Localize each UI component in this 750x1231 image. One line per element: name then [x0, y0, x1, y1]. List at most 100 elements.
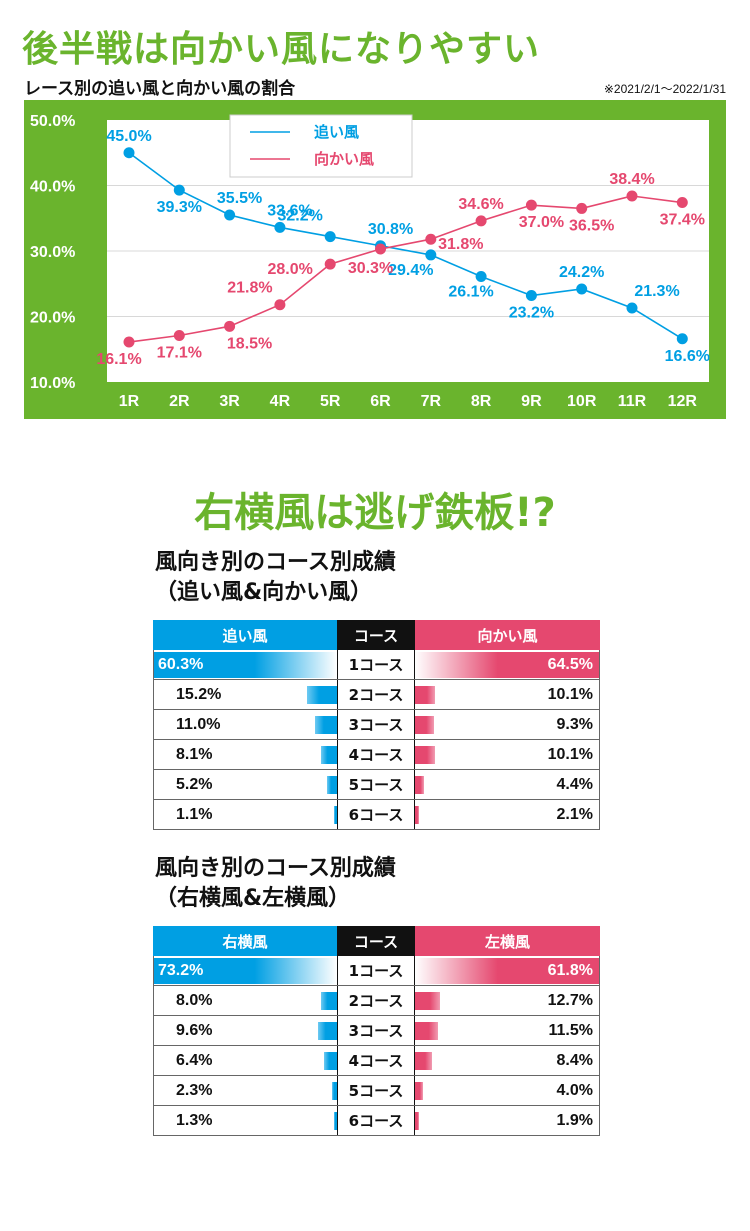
table2-title-line2: （右横風&左横風）: [155, 886, 351, 911]
right-cell: 4.0%: [415, 1076, 600, 1105]
left-bar: [324, 1052, 337, 1070]
data-point: [576, 202, 588, 214]
right-bar: [415, 716, 434, 734]
data-label: 24.2%: [559, 264, 604, 281]
data-point: [425, 233, 437, 245]
data-point: [324, 258, 336, 270]
right-bar: [415, 958, 599, 984]
left-bar: [306, 686, 337, 704]
header-course: コース: [337, 620, 415, 650]
data-point: [425, 249, 437, 261]
table-row: 2.3% 5コース 4.0%: [153, 1076, 600, 1106]
left-bar: [326, 776, 337, 794]
table-row: 6.4% 4コース 8.4%: [153, 1046, 600, 1076]
course-label: 3コース: [337, 1016, 415, 1045]
data-label: 29.4%: [388, 262, 433, 279]
data-point: [324, 231, 336, 243]
series-line-headwind: [128, 195, 683, 343]
header-right: 向かい風: [415, 620, 600, 650]
legend-label: 追い風: [314, 123, 359, 141]
left-value: 8.0%: [176, 991, 213, 1009]
left-bar: [334, 1112, 337, 1130]
data-point: [274, 299, 286, 311]
right-cell: 8.4%: [415, 1046, 600, 1075]
table-row: 1.1% 6コース 2.1%: [153, 800, 600, 830]
table-row: 5.2% 5コース 4.4%: [153, 770, 600, 800]
right-value: 12.7%: [547, 991, 593, 1009]
left-cell: 11.0%: [153, 710, 337, 739]
left-value: 73.2%: [158, 961, 204, 979]
left-cell: 15.2%: [153, 680, 337, 709]
left-cell: 73.2%: [153, 956, 337, 985]
data-point: [123, 336, 135, 348]
right-cell: 64.5%: [415, 650, 600, 679]
right-value: 9.3%: [556, 715, 593, 733]
x-tick-label: 10R: [567, 393, 597, 410]
table-row: 8.0% 2コース 12.7%: [153, 986, 600, 1016]
y-tick-label: 20.0%: [30, 310, 75, 327]
right-cell: 61.8%: [415, 956, 600, 985]
data-label: 33.6%: [267, 202, 312, 219]
period-note: ※2021/2/1〜2022/1/31: [603, 82, 726, 96]
x-tick-label: 1R: [119, 393, 140, 410]
x-tick-label: 8R: [471, 393, 492, 410]
course-label: 1コース: [337, 650, 415, 679]
x-tick-label: 3R: [219, 393, 240, 410]
right-cell: 10.1%: [415, 680, 600, 709]
line-chart-svg: 50.0% 40.0% 30.0% 20.0% 10.0% 1R 2R 3R 4R 5R 6R 7R 8…: [30, 113, 710, 410]
left-cell: 9.6%: [153, 1016, 337, 1045]
right-cell: 9.3%: [415, 710, 600, 739]
x-tick-label: 11R: [618, 393, 647, 410]
left-cell: 8.1%: [153, 740, 337, 769]
data-point: [475, 215, 487, 227]
data-label: 21.3%: [634, 283, 679, 300]
course-label: 6コース: [337, 1106, 415, 1135]
data-label: 28.0%: [268, 261, 313, 278]
wind-course-table-2: 右横風 コース 左横風 73.2% 1コース 61.8% 8.0% 2コース 12.7% 9.6%…: [153, 926, 600, 1136]
data-label: 32.2%: [278, 208, 323, 225]
section2-title: 右横風は逃げ鉄板!?: [194, 490, 556, 536]
right-cell: 11.5%: [415, 1016, 600, 1045]
left-value: 15.2%: [176, 685, 222, 703]
right-value: 4.4%: [556, 775, 593, 793]
left-cell: 8.0%: [153, 986, 337, 1015]
course-label: 3コース: [337, 710, 415, 739]
left-value: 1.3%: [176, 1111, 213, 1129]
right-bar: [415, 652, 599, 678]
data-label: 45.0%: [106, 128, 151, 145]
left-value: 5.2%: [176, 775, 213, 793]
table-row: 8.1% 4コース 10.1%: [153, 740, 600, 770]
right-cell: 12.7%: [415, 986, 600, 1015]
table1-title-line2: （追い風&向かい風）: [155, 580, 373, 605]
left-bar: [320, 746, 337, 764]
left-cell: 1.3%: [153, 1106, 337, 1135]
right-cell: 2.1%: [415, 800, 600, 829]
data-label: 23.2%: [509, 305, 554, 322]
course-label: 2コース: [337, 680, 415, 709]
data-point: [274, 221, 286, 233]
left-bar: [315, 716, 337, 734]
table2-title: 風向き別のコース別成績 （右横風&左横風）: [155, 854, 396, 914]
left-value: 60.3%: [158, 655, 204, 673]
right-value: 8.4%: [556, 1051, 593, 1069]
data-point: [626, 190, 638, 202]
course-label: 4コース: [337, 740, 415, 769]
data-label: 39.3%: [157, 199, 202, 216]
table-row: 60.3% 1コース 64.5%: [153, 650, 600, 680]
data-label: 18.5%: [227, 335, 272, 352]
data-label: 30.3%: [348, 260, 393, 277]
y-tick-label: 40.0%: [30, 179, 75, 196]
line-chart: 50.0% 40.0% 30.0% 20.0% 10.0% 1R 2R 3R 4R 5R 6R 7R 8…: [24, 100, 726, 419]
data-label: 37.4%: [660, 212, 705, 229]
y-tick-label: 30.0%: [30, 244, 75, 261]
right-cell: 1.9%: [415, 1106, 600, 1135]
left-value: 11.0%: [176, 715, 221, 733]
x-tick-label: 4R: [270, 393, 291, 410]
table1-title-line1: 風向き別のコース別成績: [155, 550, 396, 575]
chart-subtitle: レース別の追い風と向かい風の割合: [24, 79, 296, 99]
left-value: 1.1%: [176, 805, 213, 823]
header-left: 追い風: [153, 620, 337, 650]
right-bar: [415, 806, 420, 824]
right-value: 2.1%: [556, 805, 593, 823]
table-row: 73.2% 1コース 61.8%: [153, 956, 600, 986]
